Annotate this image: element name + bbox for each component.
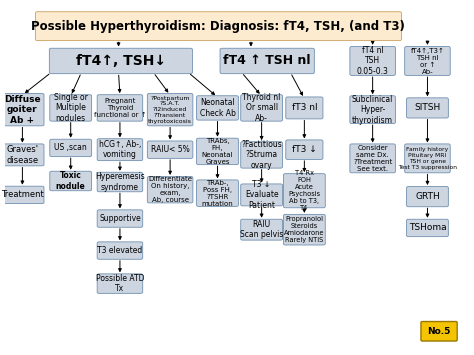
FancyBboxPatch shape bbox=[407, 219, 448, 237]
Text: Consider
same Dx.
?Treatment
See text.: Consider same Dx. ?Treatment See text. bbox=[353, 145, 392, 172]
Text: Possible Hyperthyroidism: Diagnosis: fT4, TSH, (and T3): Possible Hyperthyroidism: Diagnosis: fT4… bbox=[31, 20, 405, 33]
FancyBboxPatch shape bbox=[50, 95, 91, 121]
Text: Hyperemesis
syndrome: Hyperemesis syndrome bbox=[95, 172, 145, 192]
FancyBboxPatch shape bbox=[350, 144, 395, 173]
Text: T3 elevated: T3 elevated bbox=[97, 246, 143, 255]
FancyBboxPatch shape bbox=[50, 139, 91, 157]
Text: Diffuse
goiter
Ab +: Diffuse goiter Ab + bbox=[4, 95, 41, 125]
FancyBboxPatch shape bbox=[241, 95, 283, 121]
Text: fT4↑, TSH↓: fT4↑, TSH↓ bbox=[76, 54, 166, 68]
FancyBboxPatch shape bbox=[407, 186, 448, 207]
FancyBboxPatch shape bbox=[283, 174, 325, 208]
FancyBboxPatch shape bbox=[241, 184, 283, 206]
Text: Possible ATD
Tx: Possible ATD Tx bbox=[96, 274, 144, 293]
Text: Supportive: Supportive bbox=[99, 214, 141, 223]
FancyBboxPatch shape bbox=[421, 322, 457, 341]
FancyBboxPatch shape bbox=[283, 214, 325, 245]
Text: T4 Rx
FOH
Acute
Psychosis
Ab to T3,
T4: T4 Rx FOH Acute Psychosis Ab to T3, T4 bbox=[288, 170, 320, 211]
FancyBboxPatch shape bbox=[36, 12, 401, 40]
Text: Subclinical
Hyper-
thyroidism: Subclinical Hyper- thyroidism bbox=[352, 95, 393, 125]
Text: ?Factitious
?Struma
ovary: ?Factitious ?Struma ovary bbox=[241, 140, 282, 170]
FancyBboxPatch shape bbox=[197, 180, 238, 206]
FancyBboxPatch shape bbox=[241, 219, 283, 240]
FancyBboxPatch shape bbox=[147, 141, 193, 158]
Text: Thyroid nl
Or small
Ab-: Thyroid nl Or small Ab- bbox=[242, 93, 281, 123]
Text: Pregnant
Thyroid
functional or ↑: Pregnant Thyroid functional or ↑ bbox=[94, 98, 146, 118]
FancyBboxPatch shape bbox=[97, 172, 143, 192]
FancyBboxPatch shape bbox=[97, 242, 143, 259]
FancyBboxPatch shape bbox=[147, 93, 193, 126]
Text: No.5: No.5 bbox=[428, 327, 451, 336]
Text: fT4↑,T3↑
TSH nl
or ↑
Ab-: fT4↑,T3↑ TSH nl or ↑ Ab- bbox=[410, 47, 445, 75]
Text: fT4 ↑ TSH nl: fT4 ↑ TSH nl bbox=[223, 54, 311, 67]
FancyBboxPatch shape bbox=[197, 138, 238, 165]
FancyBboxPatch shape bbox=[49, 48, 192, 73]
Text: Single or
Multiple
nodules: Single or Multiple nodules bbox=[54, 93, 88, 123]
FancyBboxPatch shape bbox=[350, 47, 395, 75]
Text: US ,scan: US ,scan bbox=[55, 143, 87, 152]
FancyBboxPatch shape bbox=[405, 144, 450, 173]
FancyBboxPatch shape bbox=[405, 47, 450, 75]
Text: T3 ↓
Evaluate
Patient: T3 ↓ Evaluate Patient bbox=[245, 180, 278, 210]
FancyBboxPatch shape bbox=[286, 140, 323, 159]
FancyBboxPatch shape bbox=[147, 176, 193, 203]
Text: GRTH: GRTH bbox=[415, 192, 440, 201]
FancyBboxPatch shape bbox=[1, 93, 44, 126]
FancyBboxPatch shape bbox=[241, 142, 283, 168]
Text: TSHoma: TSHoma bbox=[409, 223, 446, 233]
FancyBboxPatch shape bbox=[97, 274, 143, 293]
FancyBboxPatch shape bbox=[220, 48, 314, 73]
Text: fT3 ↓: fT3 ↓ bbox=[292, 145, 317, 154]
FancyBboxPatch shape bbox=[407, 98, 448, 118]
Text: hCG↑, Ab-,
vomiting: hCG↑, Ab-, vomiting bbox=[99, 140, 141, 159]
Text: Propranolol
Steroids
Amiodarone
Rarely NTIS: Propranolol Steroids Amiodarone Rarely N… bbox=[284, 216, 325, 243]
Text: TRAbs,
FH,
Neonatal
Graves: TRAbs, FH, Neonatal Graves bbox=[202, 138, 233, 165]
FancyBboxPatch shape bbox=[97, 210, 143, 227]
Text: Family history
Pituitary MRI
TSH or gene
Test T3 suppression: Family history Pituitary MRI TSH or gene… bbox=[398, 147, 457, 170]
Text: fT3 nl: fT3 nl bbox=[292, 103, 317, 113]
Text: Differentiate
On history,
exam,
Ab, course: Differentiate On history, exam, Ab, cour… bbox=[148, 176, 192, 203]
FancyBboxPatch shape bbox=[50, 171, 91, 191]
Text: Toxic
nodule: Toxic nodule bbox=[56, 171, 86, 191]
FancyBboxPatch shape bbox=[286, 97, 323, 119]
Text: fT4 nl
TSH
0.05-0.3: fT4 nl TSH 0.05-0.3 bbox=[357, 46, 389, 76]
Text: SITSH: SITSH bbox=[414, 103, 440, 113]
FancyBboxPatch shape bbox=[197, 96, 238, 120]
FancyBboxPatch shape bbox=[350, 96, 395, 124]
FancyBboxPatch shape bbox=[1, 186, 44, 203]
Text: RAIU< 5%: RAIU< 5% bbox=[151, 145, 190, 154]
Text: Treatment: Treatment bbox=[1, 190, 44, 200]
Text: Neonatal
Check Ab: Neonatal Check Ab bbox=[200, 98, 236, 118]
FancyBboxPatch shape bbox=[97, 95, 143, 121]
Text: TRAb-,
Poss FH,
?TSHR
mutation: TRAb-, Poss FH, ?TSHR mutation bbox=[201, 180, 233, 207]
Text: ?Postpartum
?S.A.T.
?I2induced
?Transient
thyrotoxicosis: ?Postpartum ?S.A.T. ?I2induced ?Transien… bbox=[148, 95, 192, 124]
FancyBboxPatch shape bbox=[97, 139, 143, 160]
Text: RAIU
Scan pelvis: RAIU Scan pelvis bbox=[240, 220, 283, 239]
Text: Graves'
disease: Graves' disease bbox=[6, 145, 38, 165]
FancyBboxPatch shape bbox=[1, 144, 44, 166]
